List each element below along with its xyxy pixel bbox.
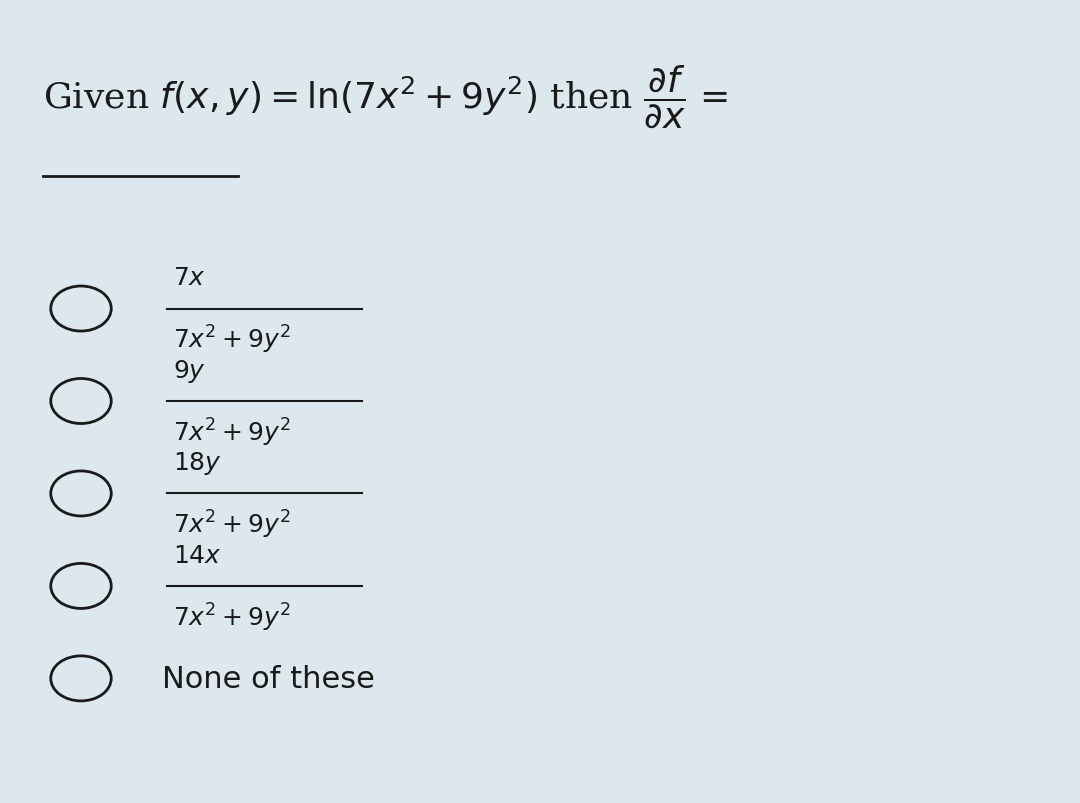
Text: $7x^2+9y^2$: $7x^2+9y^2$ bbox=[173, 416, 291, 448]
Text: Given $f(x, y) = \ln(7x^2 + 9y^2)$ then $\dfrac{\partial f}{\partial x}$ =: Given $f(x, y) = \ln(7x^2 + 9y^2)$ then … bbox=[43, 63, 728, 129]
Text: None of these: None of these bbox=[162, 664, 375, 693]
Text: $7x$: $7x$ bbox=[173, 267, 205, 290]
Text: $9y$: $9y$ bbox=[173, 357, 206, 385]
Text: $7x^2+9y^2$: $7x^2+9y^2$ bbox=[173, 324, 291, 356]
Text: $7x^2+9y^2$: $7x^2+9y^2$ bbox=[173, 601, 291, 633]
Text: $18y$: $18y$ bbox=[173, 450, 221, 477]
Text: $14x$: $14x$ bbox=[173, 544, 221, 567]
Text: $7x^2+9y^2$: $7x^2+9y^2$ bbox=[173, 508, 291, 540]
